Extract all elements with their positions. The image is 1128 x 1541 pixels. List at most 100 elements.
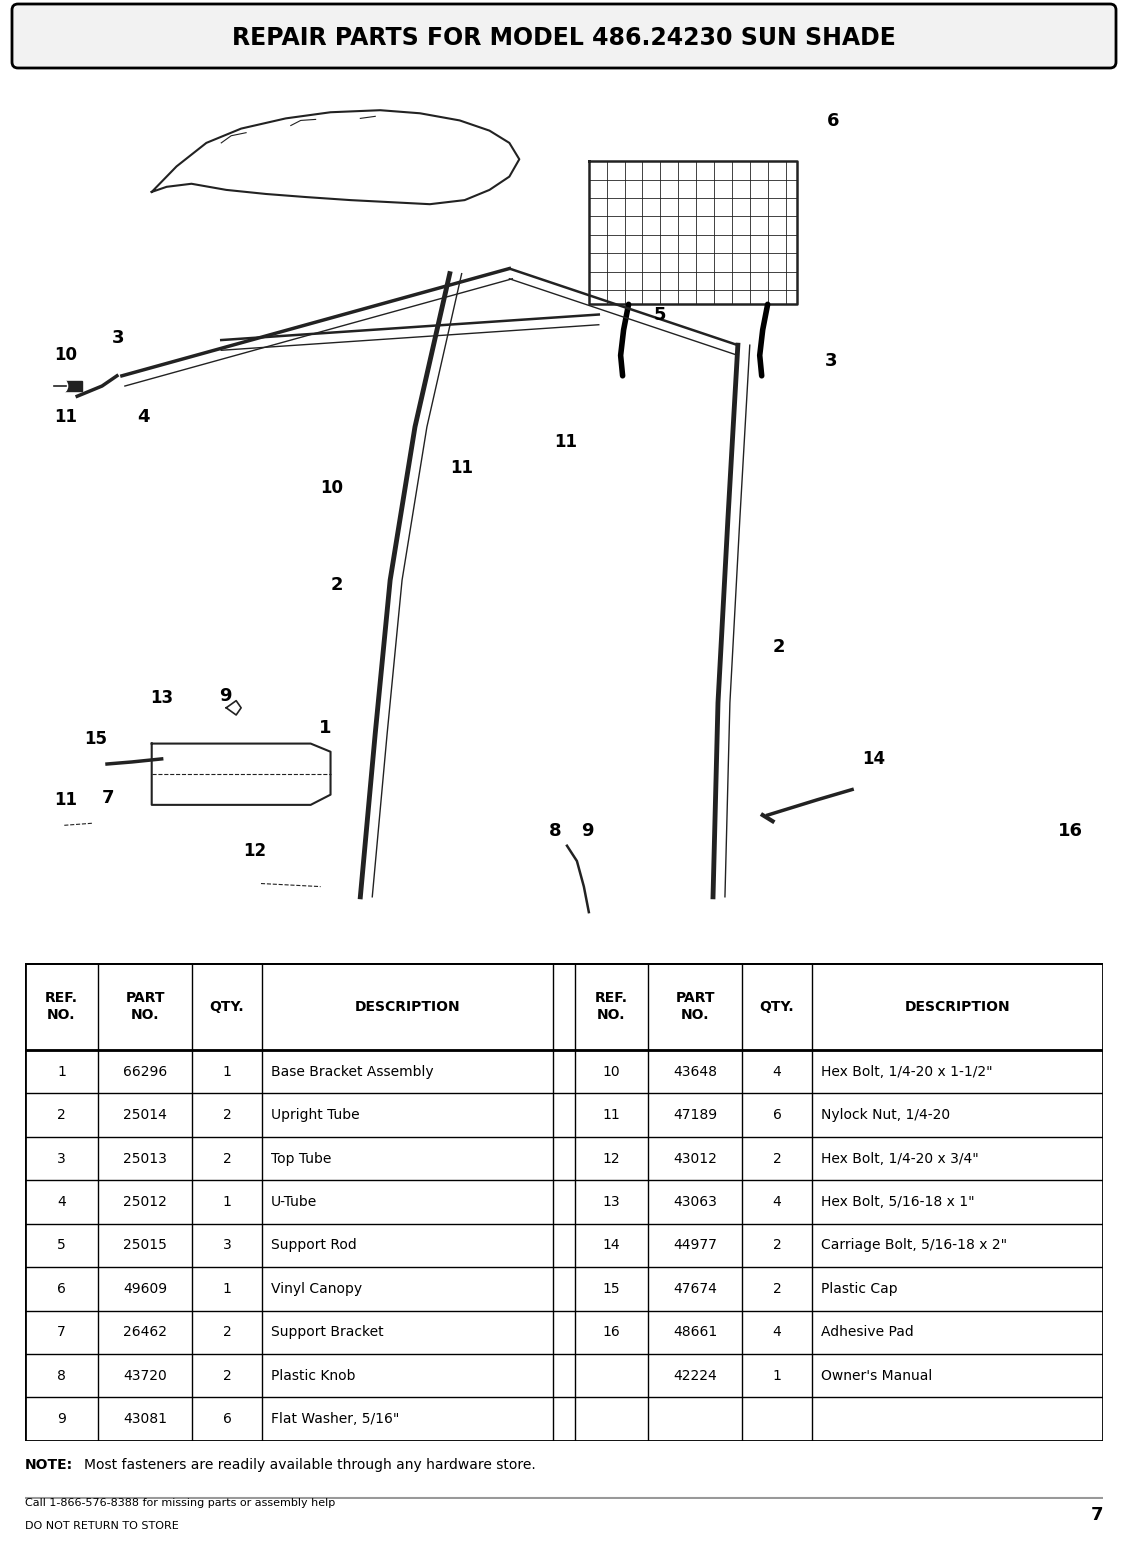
Text: Plastic Knob: Plastic Knob [271,1368,355,1382]
Text: 43648: 43648 [673,1065,717,1079]
Text: 7: 7 [102,789,115,807]
Text: 2: 2 [773,1151,782,1165]
Text: Top Tube: Top Tube [271,1151,331,1165]
Text: 42224: 42224 [673,1368,717,1382]
Text: Flat Washer, 5/16": Flat Washer, 5/16" [271,1412,399,1425]
Text: 14: 14 [602,1239,620,1253]
Text: 48661: 48661 [673,1325,717,1339]
Text: 47189: 47189 [673,1108,717,1122]
Text: 8: 8 [549,821,562,840]
Text: 5: 5 [653,305,666,324]
Text: 3: 3 [222,1239,231,1253]
Text: 44977: 44977 [673,1239,717,1253]
Text: 3: 3 [58,1151,65,1165]
Text: 66296: 66296 [123,1065,167,1079]
Text: Adhesive Pad: Adhesive Pad [821,1325,914,1339]
Text: Support Bracket: Support Bracket [271,1325,384,1339]
Text: 12: 12 [244,841,266,860]
Text: Hex Bolt, 5/16-18 x 1": Hex Bolt, 5/16-18 x 1" [821,1194,975,1210]
Text: PART
NO.: PART NO. [125,991,165,1022]
Text: 2: 2 [222,1325,231,1339]
Circle shape [87,754,107,774]
Text: 2: 2 [222,1108,231,1122]
Text: QTY.: QTY. [210,1000,245,1014]
Text: 16: 16 [602,1325,620,1339]
Text: 25013: 25013 [123,1151,167,1165]
Text: 13: 13 [150,689,173,707]
Circle shape [53,379,68,393]
Text: Vinyl Canopy: Vinyl Canopy [271,1282,362,1296]
Text: 4: 4 [773,1065,782,1079]
Text: Support Rod: Support Rod [271,1239,356,1253]
Text: 1: 1 [222,1282,231,1296]
Text: PART
NO.: PART NO. [676,991,715,1022]
Text: 12: 12 [602,1151,620,1165]
Text: 43720: 43720 [123,1368,167,1382]
Text: 2: 2 [58,1108,65,1122]
Text: 10: 10 [320,479,344,498]
Text: 2: 2 [773,1282,782,1296]
Text: 25014: 25014 [123,1108,167,1122]
Text: REF.
NO.: REF. NO. [594,991,628,1022]
Text: 6: 6 [827,111,839,129]
Text: 25012: 25012 [123,1194,167,1210]
Text: Upright Tube: Upright Tube [271,1108,360,1122]
Text: 4: 4 [773,1194,782,1210]
Text: 1: 1 [773,1368,782,1382]
Text: 47674: 47674 [673,1282,717,1296]
Text: 11: 11 [450,459,473,476]
Circle shape [60,815,80,835]
Text: 3: 3 [112,330,124,347]
Text: 14: 14 [862,750,885,767]
Text: 1: 1 [58,1065,65,1079]
Text: 2: 2 [331,576,343,595]
Text: 15: 15 [85,729,107,747]
Text: 5: 5 [58,1239,65,1253]
Text: 7: 7 [58,1325,65,1339]
Text: 25015: 25015 [123,1239,167,1253]
FancyBboxPatch shape [12,5,1116,68]
Text: 11: 11 [54,791,78,809]
Text: DO NOT RETURN TO STORE: DO NOT RETURN TO STORE [25,1521,178,1532]
Text: 2: 2 [773,638,785,655]
Text: 15: 15 [602,1282,620,1296]
Text: Nylock Nut, 1/4-20: Nylock Nut, 1/4-20 [821,1108,950,1122]
Text: 6: 6 [773,1108,782,1122]
Text: Hex Bolt, 1/4-20 x 1-1/2": Hex Bolt, 1/4-20 x 1-1/2" [821,1065,993,1079]
Text: 7: 7 [1091,1506,1103,1524]
Text: 6: 6 [222,1412,231,1425]
Text: 3: 3 [826,351,838,370]
Text: 49609: 49609 [123,1282,167,1296]
Text: 4: 4 [773,1325,782,1339]
Circle shape [511,424,527,441]
Text: 16: 16 [1058,821,1083,840]
Text: 8: 8 [58,1368,65,1382]
Text: NOTE:: NOTE: [25,1458,73,1472]
Text: 43012: 43012 [673,1151,717,1165]
Text: U-Tube: U-Tube [271,1194,317,1210]
Text: 9: 9 [581,821,593,840]
Text: Owner's Manual: Owner's Manual [821,1368,932,1382]
Text: Carriage Bolt, 5/16-18 x 2": Carriage Bolt, 5/16-18 x 2" [821,1239,1007,1253]
Text: DESCRIPTION: DESCRIPTION [355,1000,460,1014]
Text: 2: 2 [773,1239,782,1253]
Text: Call 1-866-576-8388 for missing parts or assembly help: Call 1-866-576-8388 for missing parts or… [25,1498,335,1509]
Text: DESCRIPTION: DESCRIPTION [905,1000,1011,1014]
Text: 4: 4 [58,1194,65,1210]
Circle shape [118,405,135,424]
Text: 9: 9 [58,1412,65,1425]
Text: 1: 1 [318,720,332,737]
Text: 1: 1 [222,1194,231,1210]
Text: 2: 2 [222,1151,231,1165]
Circle shape [559,837,573,851]
Text: 1: 1 [222,1065,231,1079]
Text: 4: 4 [136,408,149,425]
Text: 11: 11 [54,408,78,425]
Text: 43063: 43063 [673,1194,717,1210]
Text: 43081: 43081 [123,1412,167,1425]
Text: 13: 13 [602,1194,620,1210]
Text: Plastic Cap: Plastic Cap [821,1282,897,1296]
Bar [64,381,82,391]
Text: 11: 11 [602,1108,620,1122]
Text: Most fasteners are readily available through any hardware store.: Most fasteners are readily available thr… [85,1458,536,1472]
